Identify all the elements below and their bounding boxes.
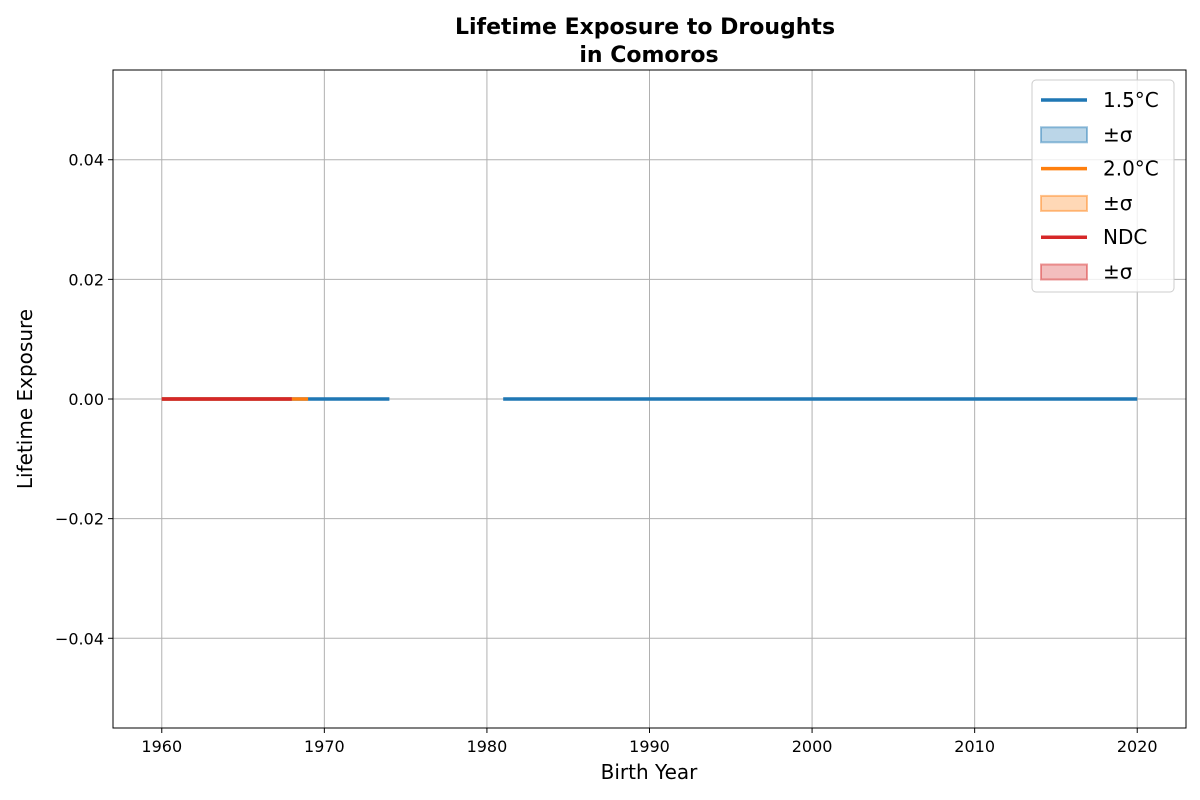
- chart-title-line-2: in Comoros: [579, 43, 718, 68]
- y-axis-label: Lifetime Exposure: [13, 309, 37, 489]
- legend: 1.5°C ±σ 2.0°C ±σ NDC ±σ: [1031, 79, 1175, 293]
- y-axis-ticks: −0.04 −0.02 0.00 0.02 0.04: [55, 151, 113, 648]
- legend-label: 2.0°C: [1103, 157, 1159, 181]
- y-tick-label: 0.04: [68, 151, 104, 170]
- chart-title-line-1: Lifetime Exposure to Droughts: [455, 15, 835, 40]
- x-axis-ticks: 1960 1970 1980 1990 2000 2010 2020: [141, 728, 1158, 756]
- y-tick-label: −0.04: [55, 629, 104, 648]
- legend-box: [1031, 79, 1175, 293]
- legend-band-label: ±σ: [1103, 260, 1133, 284]
- y-tick-label: 0.02: [68, 270, 104, 289]
- y-tick-label: 0.00: [68, 390, 104, 409]
- x-axis-label: Birth Year: [601, 760, 698, 784]
- x-tick-label: 2010: [954, 737, 995, 756]
- legend-band-label: ±σ: [1103, 122, 1133, 146]
- legend-band-swatch: [1040, 194, 1088, 212]
- legend-band-label: ±σ: [1103, 191, 1133, 215]
- legend-label: 1.5°C: [1103, 88, 1159, 112]
- x-tick-label: 1980: [467, 737, 508, 756]
- legend-label: NDC: [1103, 225, 1147, 249]
- x-tick-label: 2000: [792, 737, 833, 756]
- x-tick-label: 1960: [141, 737, 182, 756]
- x-tick-label: 1990: [629, 737, 670, 756]
- x-tick-label: 2020: [1117, 737, 1158, 756]
- chart-title: Lifetime Exposure to Droughts in Comoros: [455, 15, 835, 68]
- x-tick-label: 1970: [304, 737, 345, 756]
- legend-band-swatch: [1040, 126, 1088, 144]
- legend-band-swatch: [1040, 263, 1088, 281]
- y-tick-label: −0.02: [55, 510, 104, 529]
